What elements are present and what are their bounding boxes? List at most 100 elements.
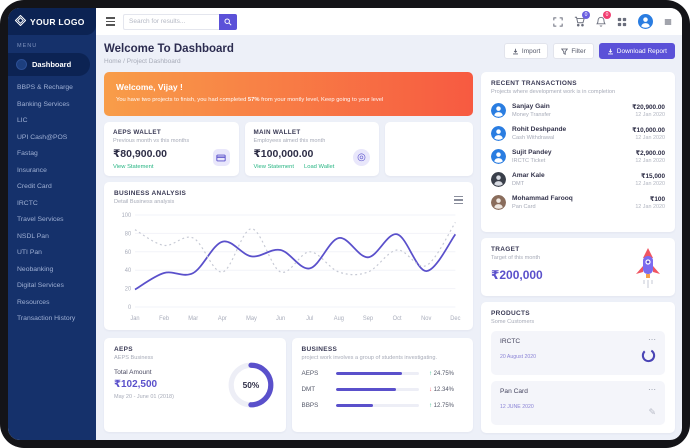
logo-text: YOUR LOGO (30, 16, 85, 27)
card-title: RECENT TRANSACTIONS (491, 80, 577, 87)
svg-text:Sep: Sep (363, 316, 374, 322)
product-item-irctc[interactable]: IRCTC 20 August 2020 ⋯ (491, 331, 665, 375)
header-actions: Import Filter Download Report (503, 43, 675, 59)
left-column: Welcome, Vijay ! You have two projects t… (104, 72, 473, 433)
chart-menu-icon[interactable] (454, 196, 463, 206)
user-avatar[interactable] (638, 14, 653, 29)
product-item-pan-card[interactable]: Pan Card 12 JUNE 2020 ⋯ ✎ (491, 381, 665, 425)
svg-text:Jan: Jan (130, 316, 139, 322)
search-input[interactable] (123, 13, 219, 30)
svg-text:Oct: Oct (393, 316, 402, 322)
dashboard-screen: YOUR LOGO MENU Dashboard BBPS & Recharge… (8, 8, 682, 440)
svg-text:50%: 50% (242, 380, 259, 390)
logo-icon (14, 14, 27, 28)
dashboard-icon (16, 59, 27, 70)
import-icon (512, 48, 518, 54)
sidebar-item-bbps-recharge[interactable]: BBPS & Recharge (17, 84, 73, 91)
banner-highlight: 57% (247, 97, 260, 103)
business-analysis-card: BUSINESS ANALYSIS Detail Business analys… (104, 182, 473, 330)
filter-button[interactable]: Filter (553, 43, 594, 59)
svg-text:80: 80 (125, 231, 132, 237)
avatar (491, 148, 506, 164)
transaction-row[interactable]: Rohit Deshpande Cash Withdrawal ₹10,000.0… (491, 125, 665, 141)
svg-text:Mar: Mar (188, 316, 198, 322)
business-row: DMT ↓ 12.34% (301, 386, 455, 393)
sidebar-item-banking-services[interactable]: Banking Services (17, 100, 70, 108)
sidebar-item-irctc[interactable]: IRCTC (17, 199, 38, 207)
search-box (123, 13, 237, 30)
sidebar-item-nsdl-pan[interactable]: NSDL Pan (17, 232, 49, 240)
sidebar-item-resources[interactable]: Resources (17, 298, 50, 306)
wallet-target-icon: ◎ (353, 149, 370, 166)
svg-text:100: 100 (122, 213, 132, 219)
sidebar-item-insurance[interactable]: Insurance (17, 166, 47, 174)
total-amount-label: Total Amount (114, 369, 152, 376)
fullscreen-icon[interactable] (553, 16, 563, 27)
card-title: BUSINESS (301, 346, 338, 353)
download-report-button[interactable]: Download Report (598, 43, 675, 59)
view-statement-link[interactable]: View Statement (113, 164, 154, 170)
sidebar-item-neobanking[interactable]: Neobanking (17, 265, 54, 273)
sidebar-item-fastag[interactable]: Fastag (17, 150, 38, 157)
avatar (491, 171, 506, 187)
chart-subtitle: Detail Business analysis (114, 199, 175, 205)
cart-badge: 0 (582, 11, 590, 19)
more-options-icon[interactable]: ⋯ (648, 385, 657, 394)
avatar (491, 102, 506, 118)
svg-text:Nov: Nov (421, 316, 431, 322)
import-button[interactable]: Import (503, 43, 549, 59)
transaction-row[interactable]: Sanjay Gain Money Transfer ₹20,900.00 12 J… (491, 102, 665, 118)
sidebar-item-lic[interactable]: LIC (17, 117, 28, 124)
main-wallet-card: MAIN WALLET Employees aimed this month ₹… (244, 122, 379, 176)
target-amount: ₹200,000 (491, 268, 543, 282)
wallet-card-icon (212, 149, 230, 166)
products-card: PRODUCTS Some Customers IRCTC 20 August … (481, 302, 675, 433)
sidebar-menu-label: MENU (17, 43, 38, 49)
menu-toggle-icon[interactable] (106, 17, 115, 26)
progress-bar (335, 387, 419, 392)
sidebar-item-credit-card[interactable]: Credit Card (17, 183, 52, 190)
svg-text:Dec: Dec (450, 316, 460, 322)
notifications-bell-icon[interactable]: 0 (596, 11, 611, 27)
aeps-donut-chart: 50% (226, 360, 276, 415)
svg-text:May: May (246, 316, 257, 322)
period-label: May 20 - June 01 (2018) (114, 394, 174, 400)
card-title: AEPS (114, 346, 133, 353)
recent-transactions-card: RECENT TRANSACTIONS Projects where devel… (481, 72, 675, 232)
transaction-row[interactable]: Sujit Pandey IRCTC Ticket ₹2,900.00 12 Jan… (491, 148, 665, 164)
svg-text:20: 20 (125, 287, 132, 293)
wallet-amount: ₹80,900.00 (113, 148, 168, 160)
sidebar-item-transaction-history[interactable]: Transaction History (17, 315, 76, 322)
chart-title: BUSINESS ANALYSIS (114, 190, 187, 197)
search-icon (224, 17, 232, 26)
transaction-row[interactable]: Amar Kale DMT ₹15,000 12 Jan 2020 (491, 171, 665, 187)
search-button[interactable] (219, 13, 237, 30)
svg-text:Feb: Feb (159, 316, 170, 322)
sidebar-item-uti-pan[interactable]: UTI Pan (17, 249, 42, 256)
apps-grid-icon[interactable] (617, 17, 627, 27)
sidebar-item-dashboard[interactable]: Dashboard (8, 53, 90, 76)
page-title: Welcome To Dashboard (104, 43, 234, 55)
view-statement-link[interactable]: View Statement (253, 164, 295, 170)
banner-greeting: Welcome, Vijay ! (116, 82, 183, 92)
svg-text:40: 40 (125, 268, 132, 274)
more-options-icon[interactable]: ⋯ (648, 335, 657, 344)
settings-menu-icon[interactable] (664, 18, 672, 26)
progress-bar (335, 371, 419, 376)
sidebar-item-digital-services[interactable]: Digital Services (17, 282, 64, 289)
transaction-row[interactable]: Mohammad Farooq Pan Card ₹100 12 Jan 2020 (491, 194, 665, 210)
breadcrumb[interactable]: Home / Project Dashboard (104, 58, 181, 65)
load-wallet-link[interactable]: Load Wallet (304, 164, 335, 170)
banner-message: You have two projects to finish, you had… (116, 97, 384, 103)
notifications-badge: 0 (603, 11, 611, 19)
filter-icon (561, 48, 569, 55)
svg-text:Apr: Apr (218, 316, 227, 322)
pen-icon: ✎ (648, 407, 656, 417)
sidebar-item-upi-cashpos[interactable]: UPI Cash@POS (17, 133, 68, 141)
wallet-amount: ₹100,000.00 (253, 148, 314, 160)
cart-icon[interactable]: 0 (574, 11, 590, 27)
right-column: RECENT TRANSACTIONS Projects where devel… (481, 72, 675, 433)
card-subtitle: AEPS Business (114, 355, 154, 361)
sidebar-item-travel-services[interactable]: Travel Services (17, 216, 64, 223)
